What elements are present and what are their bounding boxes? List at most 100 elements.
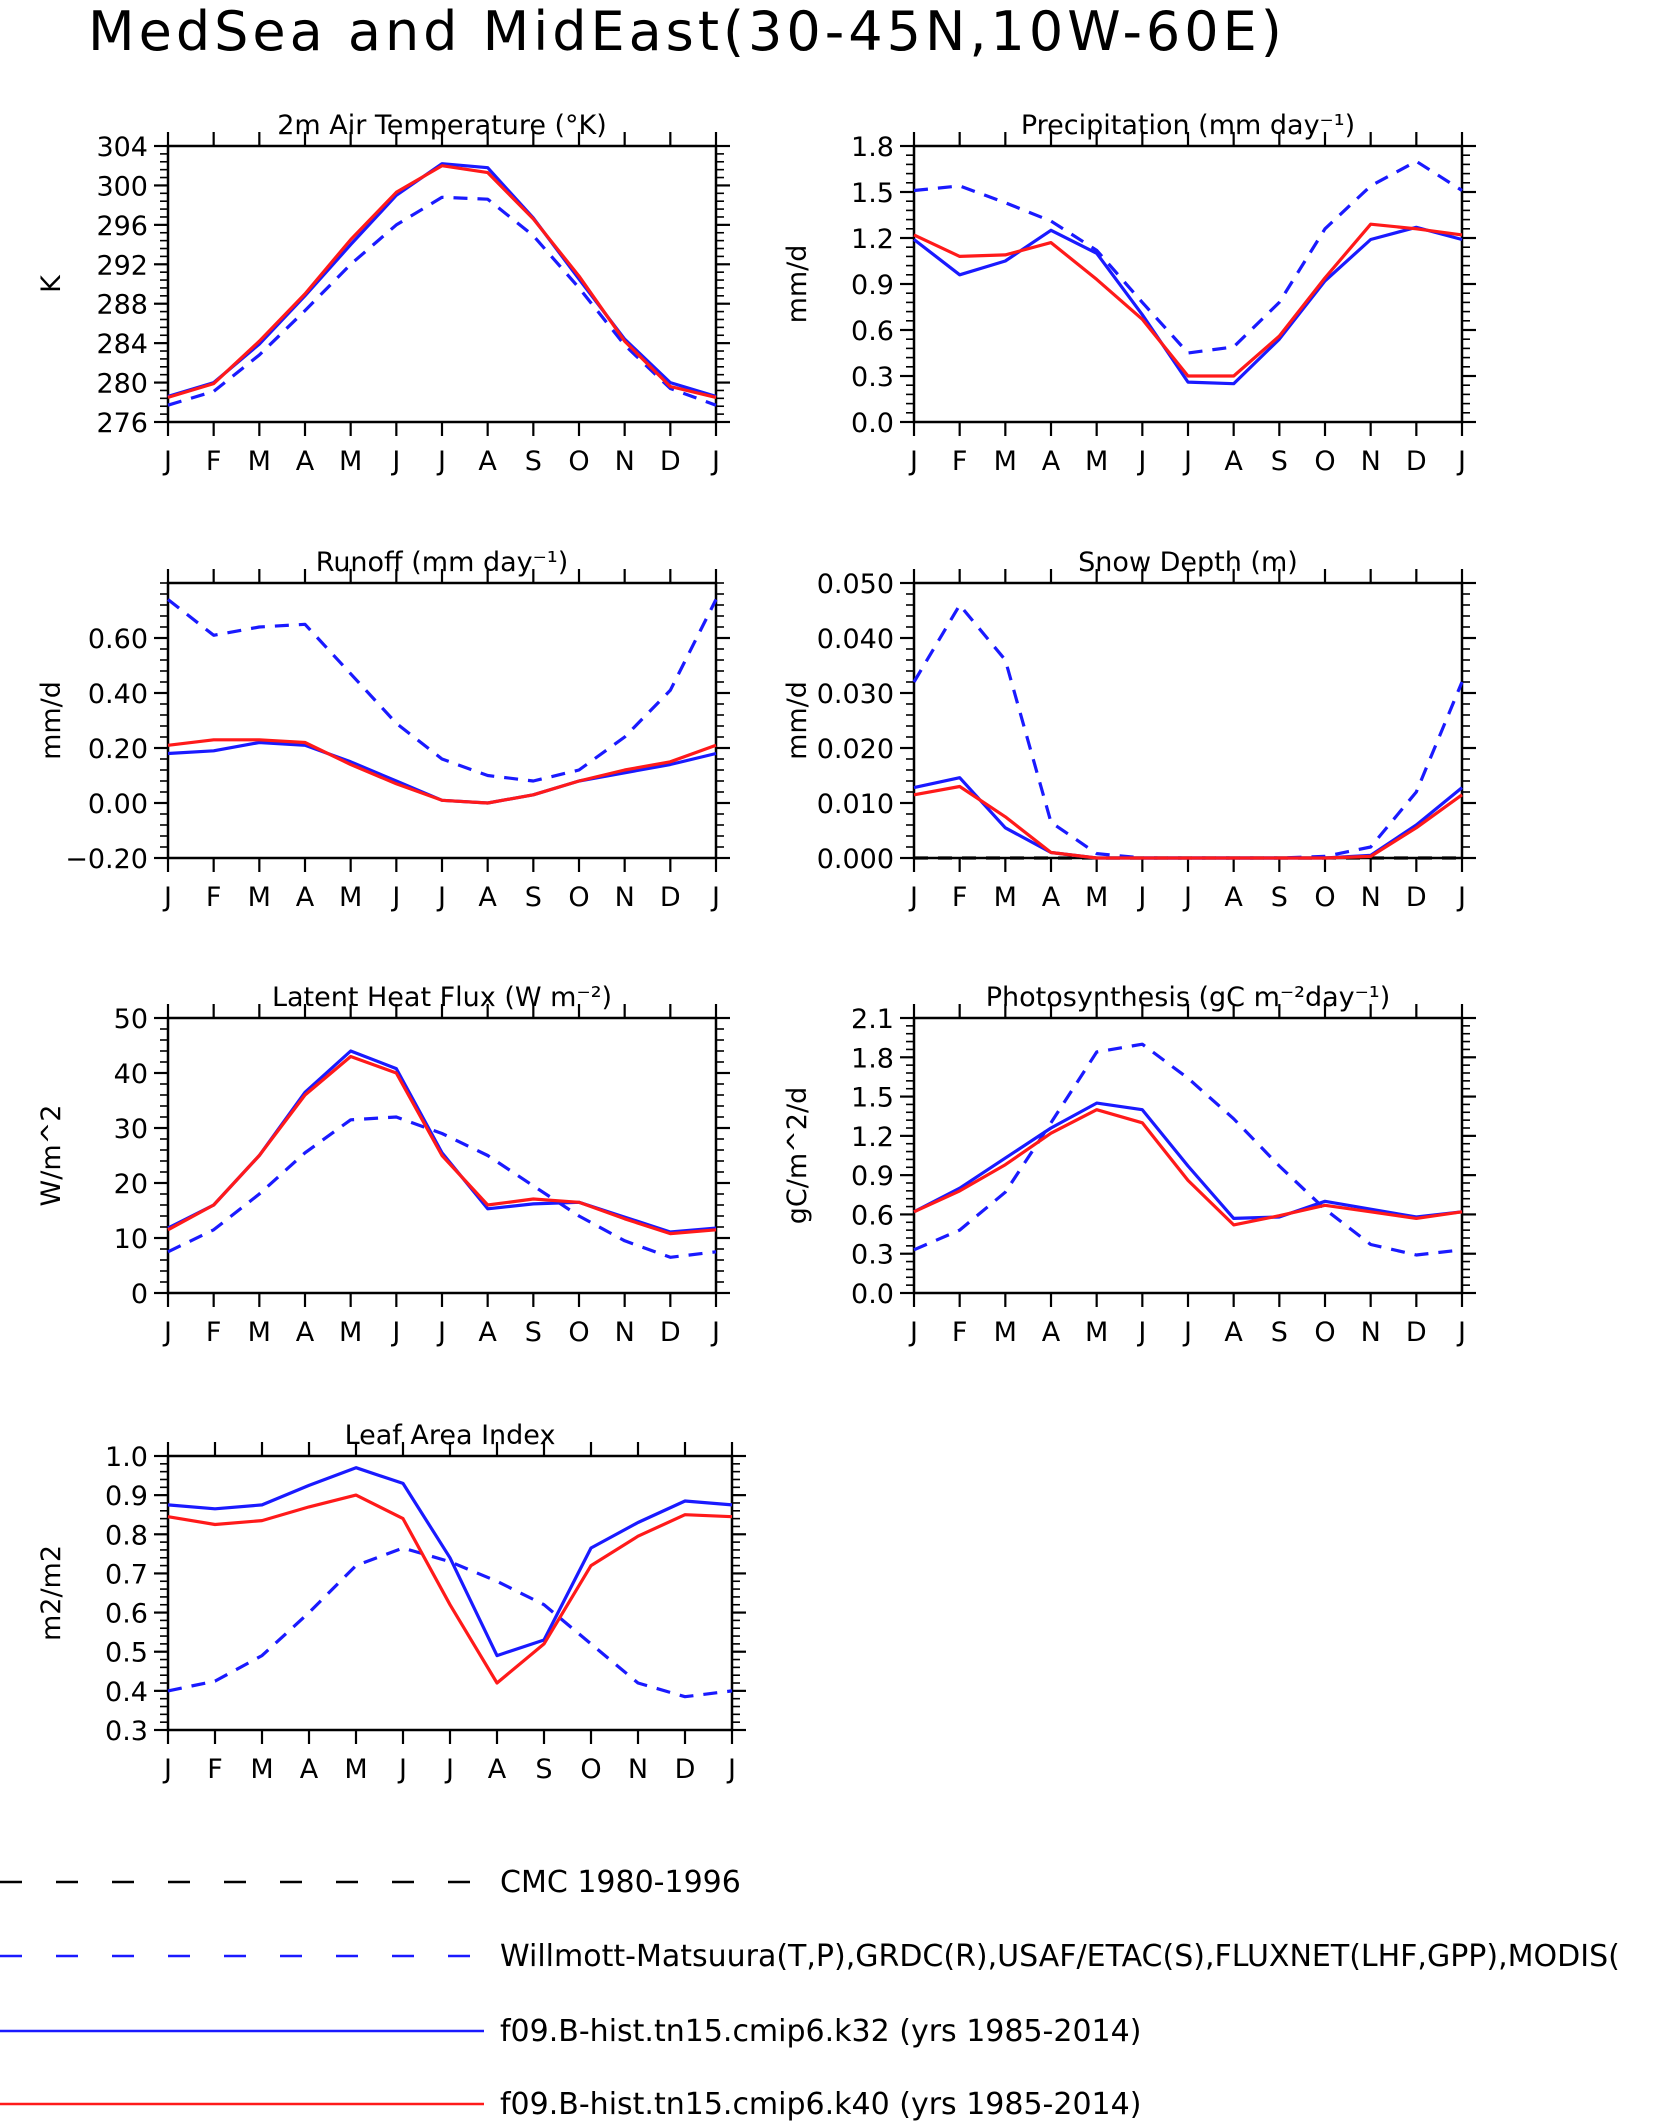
y-tick-label: 0.3 — [105, 1716, 148, 1747]
x-tick-label: O — [1314, 1317, 1335, 1348]
x-tick-label: J — [1182, 882, 1192, 913]
x-tick-label: S — [1271, 446, 1288, 477]
x-tick-label: A — [296, 1317, 315, 1348]
x-tick-label: A — [1224, 882, 1243, 913]
series-line-k40 — [913, 222, 1463, 378]
x-tick-label: S — [1271, 1317, 1288, 1348]
legend-label: Willmott-Matsuura(T,P),GRDC(R),USAF/ETAC… — [500, 1939, 1620, 1974]
x-tick-label: J — [162, 1754, 172, 1785]
x-tick-label: M — [248, 446, 271, 477]
x-tick-label: J — [436, 446, 446, 477]
x-tick-label: M — [1085, 1317, 1108, 1348]
x-tick-label: A — [1224, 446, 1243, 477]
x-tick-label: S — [535, 1754, 552, 1785]
page-title: MedSea and MidEast(30-45N,10W-60E) — [88, 0, 1286, 63]
x-tick-label: M — [339, 446, 362, 477]
legend-label: CMC 1980-1996 — [500, 1865, 741, 1900]
x-tick-label: J — [444, 1754, 454, 1785]
y-tick-label: 40 — [114, 1059, 148, 1090]
x-tick-label: J — [1456, 1317, 1466, 1348]
x-tick-label: M — [1085, 882, 1108, 913]
x-tick-label: J — [1456, 446, 1466, 477]
x-tick-label: J — [390, 446, 400, 477]
x-tick-label: A — [1224, 1317, 1243, 1348]
y-tick-label: 1.0 — [105, 1442, 148, 1473]
chart-gpp: Photosynthesis (gC m⁻²day⁻¹)gC/m^2/d0.00… — [782, 982, 1476, 1348]
x-tick-label: S — [525, 446, 542, 477]
y-tick-label: 0.3 — [851, 1240, 894, 1271]
y-tick-label: 0.0 — [851, 1279, 894, 1310]
x-tick-label: J — [436, 882, 446, 913]
y-tick-label: 0.0 — [851, 408, 894, 439]
x-tick-label: J — [390, 882, 400, 913]
y-tick-label: 0.5 — [105, 1638, 148, 1669]
y-tick-label: 0.000 — [817, 844, 894, 875]
x-tick-label: M — [994, 1317, 1017, 1348]
y-tick-label: 1.8 — [851, 132, 894, 163]
x-tick-label: M — [248, 1317, 271, 1348]
y-tick-label: 0.6 — [851, 316, 894, 347]
y-axis-label: K — [36, 274, 67, 293]
legend-item-cmc: CMC 1980-1996 — [0, 1865, 741, 1900]
y-tick-label: 0 — [131, 1279, 148, 1310]
x-tick-label: F — [952, 446, 968, 477]
x-tick-label: J — [908, 882, 918, 913]
x-tick-label: F — [952, 882, 968, 913]
series-line-k40 — [167, 164, 717, 399]
series-line-k40 — [913, 1108, 1463, 1227]
x-tick-label: O — [568, 446, 589, 477]
series-line-k32 — [167, 1049, 717, 1234]
series-line-k32 — [913, 776, 1464, 860]
y-tick-label: 0.7 — [105, 1559, 148, 1590]
x-tick-label: D — [660, 882, 681, 913]
y-axis-label: W/m^2 — [36, 1105, 67, 1207]
y-tick-label: 0.050 — [817, 569, 894, 600]
plot-frame — [166, 144, 718, 424]
x-tick-label: J — [162, 882, 172, 913]
x-tick-label: N — [615, 1317, 635, 1348]
series-line-obs — [167, 1546, 733, 1699]
x-tick-label: D — [1406, 1317, 1427, 1348]
x-tick-label: D — [1406, 882, 1427, 913]
x-tick-label: O — [568, 882, 589, 913]
x-tick-label: A — [296, 446, 315, 477]
y-axis-label: m2/m2 — [36, 1545, 67, 1641]
chart-snow: Snow Depth (m)mm/d0.0000.0100.0200.0300.… — [782, 547, 1476, 913]
x-tick-label: F — [206, 882, 222, 913]
x-tick-label: J — [726, 1754, 736, 1785]
series-line-obs — [913, 1042, 1463, 1257]
x-tick-label: F — [206, 446, 222, 477]
y-tick-label: 0.010 — [817, 789, 894, 820]
y-tick-label: 0.9 — [851, 270, 894, 301]
y-tick-label: 0.40 — [88, 679, 148, 710]
x-tick-label: M — [994, 446, 1017, 477]
x-tick-label: J — [1456, 882, 1466, 913]
y-tick-label: 20 — [114, 1169, 148, 1200]
y-tick-label: 0.60 — [88, 624, 148, 655]
x-tick-label: M — [339, 882, 362, 913]
y-tick-label: 284 — [96, 329, 148, 360]
y-tick-label: 1.5 — [851, 1083, 894, 1114]
x-tick-label: O — [568, 1317, 589, 1348]
x-tick-label: A — [1042, 446, 1061, 477]
x-tick-label: A — [478, 446, 497, 477]
x-tick-label: J — [908, 1317, 918, 1348]
y-axis-label: mm/d — [36, 681, 67, 760]
x-tick-label: D — [660, 446, 681, 477]
y-tick-label: 0.20 — [88, 734, 148, 765]
y-tick-label: 0.9 — [105, 1481, 148, 1512]
x-tick-label: D — [660, 1317, 681, 1348]
chart-lhf: Latent Heat Flux (W m⁻²)W/m^201020304050… — [36, 982, 730, 1348]
plot-frame — [166, 581, 718, 860]
x-tick-label: J — [1182, 446, 1192, 477]
series-line-obs — [167, 598, 718, 783]
x-tick-label: A — [478, 1317, 497, 1348]
y-tick-label: 1.2 — [851, 1122, 894, 1153]
y-tick-label: 30 — [114, 1114, 148, 1145]
plot-frame — [912, 1016, 1464, 1295]
series-line-k40 — [167, 1493, 733, 1685]
y-tick-label: −0.20 — [65, 844, 148, 875]
y-tick-label: 0.8 — [105, 1520, 148, 1551]
x-tick-label: N — [1361, 882, 1381, 913]
x-tick-label: J — [908, 446, 918, 477]
